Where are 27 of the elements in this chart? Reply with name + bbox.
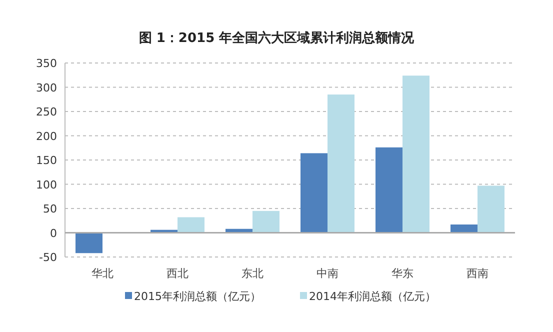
bar (328, 94, 354, 233)
bar (300, 153, 328, 233)
x-tick-label: 华北 (92, 267, 114, 280)
y-tick-label: 100 (36, 178, 57, 192)
x-tick-label: 西北 (166, 267, 188, 280)
legend-label: 2015年利润总额（亿元） (134, 290, 261, 303)
y-tick-label: 200 (36, 130, 57, 143)
bar (76, 232, 102, 254)
bar (178, 217, 204, 233)
y-tick-label: 350 (36, 57, 57, 70)
bar (478, 186, 504, 233)
bar (402, 76, 430, 233)
y-tick-label: 0 (50, 226, 57, 240)
x-tick-label: 中南 (316, 267, 338, 280)
x-tick-label: 华东 (392, 267, 414, 280)
bar (376, 147, 402, 233)
bar (450, 224, 478, 233)
x-tick-label: 西南 (466, 267, 488, 280)
chart-title: 图 1：2015 年全国六大区域累计利润总额情况 (138, 30, 416, 46)
bar (252, 210, 280, 233)
y-tick-label: 250 (36, 106, 57, 118)
x-tick-label: 东北 (242, 267, 264, 280)
y-tick-label: 300 (36, 81, 57, 94)
y-tick-label: 150 (36, 154, 57, 167)
legend-label: 2014年利润总额（亿元） (309, 290, 436, 303)
y-tick-label: 50 (43, 202, 57, 216)
y-tick-label: -50 (39, 251, 57, 264)
